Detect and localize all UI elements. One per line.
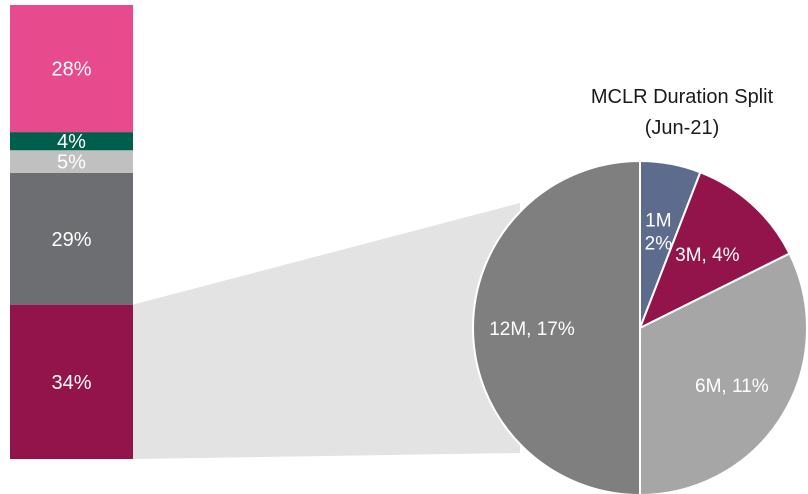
bar-segment-label: 4% xyxy=(57,131,86,153)
pie-slice-3m xyxy=(638,170,791,331)
pie-slice-label: 12M, 17% xyxy=(489,319,575,340)
pie-chart: 1M2%3M, 4% 6M, 11% 12M, 17% xyxy=(472,159,808,494)
bar-to-pie-connector xyxy=(133,203,520,459)
bar-segment-29pct xyxy=(10,172,133,305)
stacked-bar: 34% 29% 5%4% 28% xyxy=(10,5,133,459)
pie-title: MCLR Duration Split xyxy=(591,86,774,108)
bar-segment-label: 28% xyxy=(51,59,91,81)
bar-segment-label: 5% xyxy=(57,152,86,174)
pie-slice-label: 1M xyxy=(645,211,671,232)
bar-segment-28pct xyxy=(10,5,133,133)
bar-segment-4pct xyxy=(10,132,133,151)
bar-segment-5pct xyxy=(10,150,133,173)
bar-segment-label: 29% xyxy=(51,229,91,251)
pie-slice-label: 6M, 11% xyxy=(695,376,769,397)
pie-slice-label: 2% xyxy=(645,234,673,255)
pie-slice-label: 3M, 4% xyxy=(675,245,740,266)
pie-slice-6m xyxy=(639,252,808,494)
bar-segment-34pct xyxy=(10,304,133,459)
bar-segment-label: 34% xyxy=(51,372,91,394)
pie-subtitle: (Jun-21) xyxy=(645,117,719,139)
pie-slice-12m xyxy=(472,159,641,494)
